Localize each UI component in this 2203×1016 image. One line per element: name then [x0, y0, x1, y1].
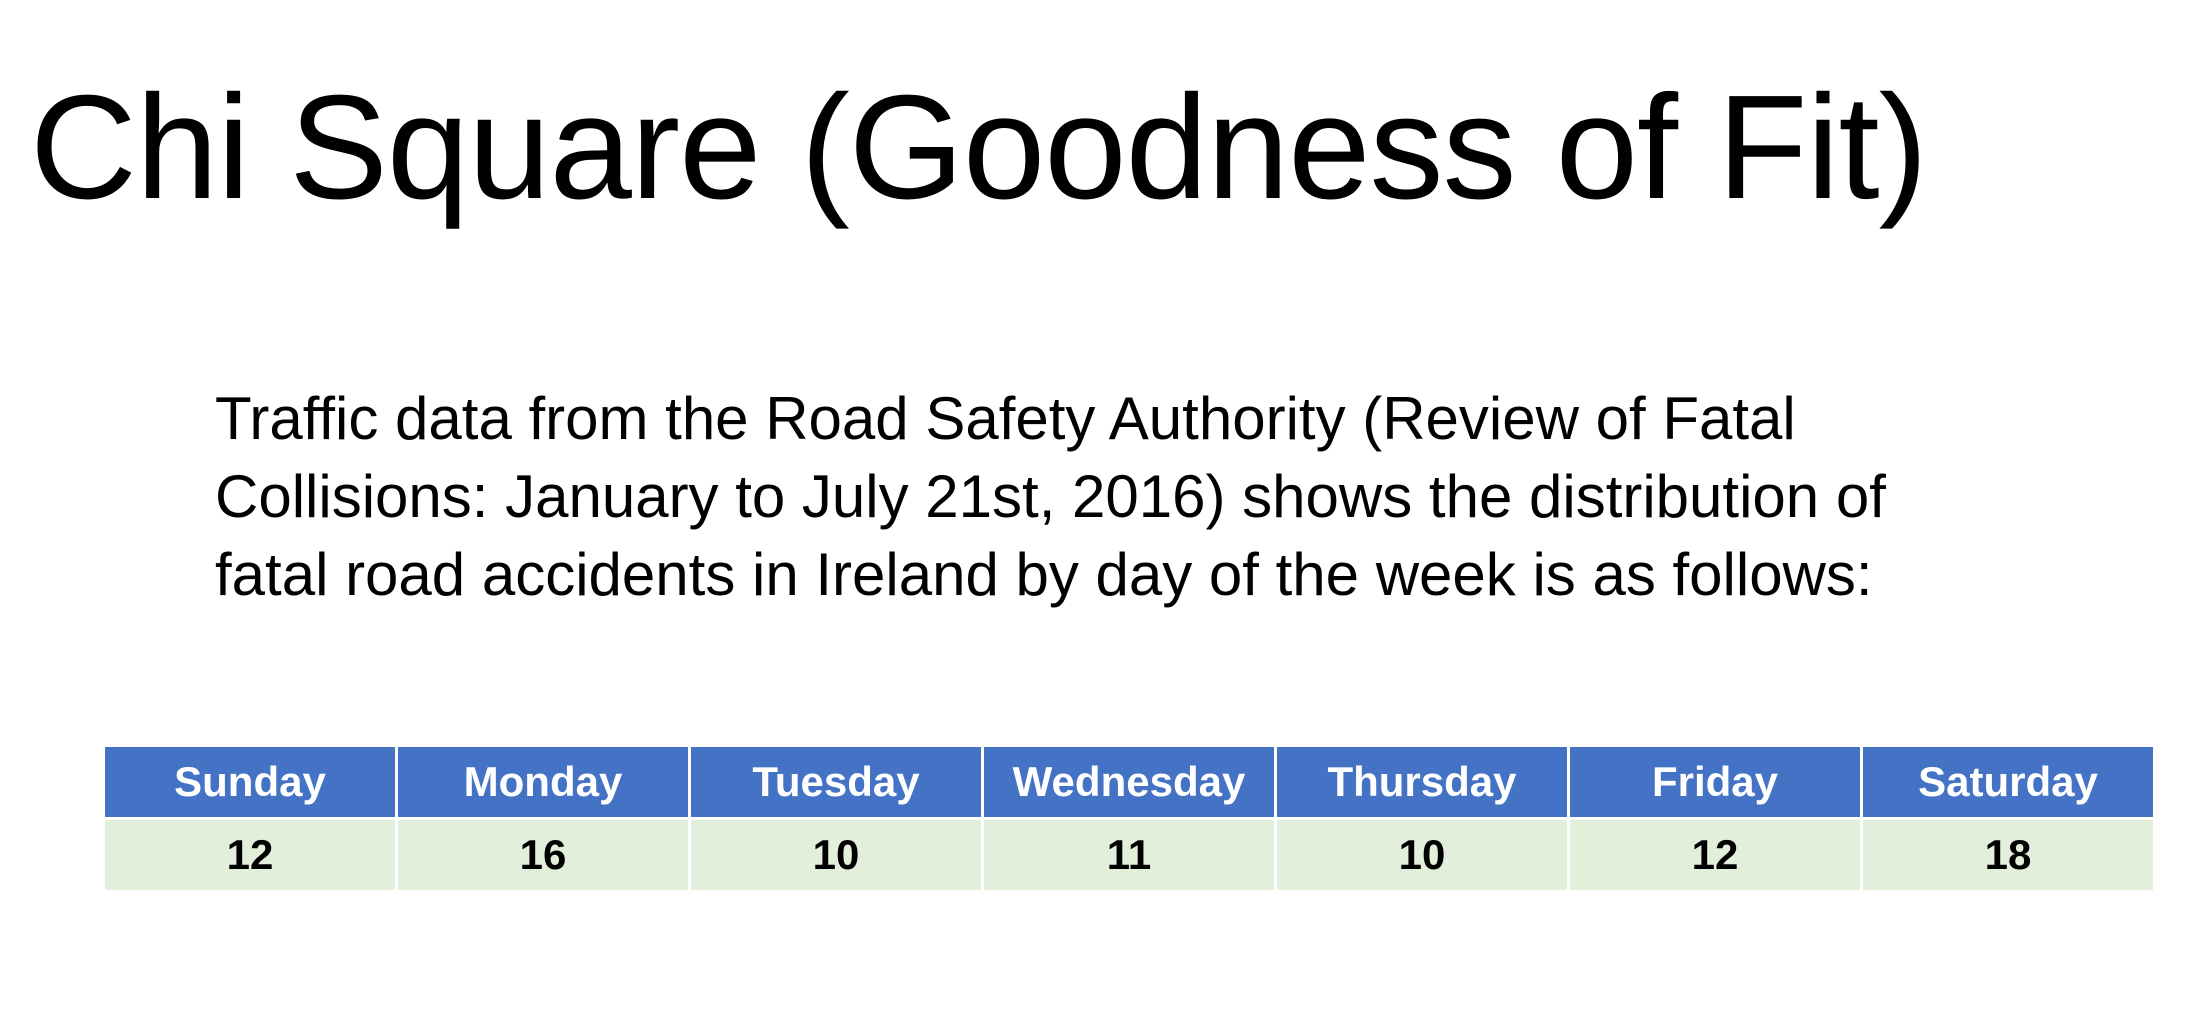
header-monday: Monday	[395, 744, 691, 820]
value-saturday: 18	[1860, 817, 2156, 893]
body-line: Traffic data from the Road Safety Author…	[215, 385, 1796, 452]
body-line: Collisions: January to July 21st, 2016) …	[215, 463, 1886, 530]
value-monday: 16	[395, 817, 691, 893]
header-saturday: Saturday	[1860, 744, 2156, 820]
body-line: fatal road accidents in Ireland by day o…	[215, 541, 1873, 608]
value-friday: 12	[1567, 817, 1863, 893]
header-friday: Friday	[1567, 744, 1863, 820]
table-row: 12 16 10 11 10 12 18	[102, 817, 2156, 893]
header-thursday: Thursday	[1274, 744, 1570, 820]
value-thursday: 10	[1274, 817, 1570, 893]
slide-body-text: Traffic data from the Road Safety Author…	[215, 380, 2115, 614]
accidents-by-day-table: Sunday Monday Tuesday Wednesday Thursday…	[102, 744, 2156, 893]
slide-title: Chi Square (Goodness of Fit)	[30, 65, 1928, 230]
value-sunday: 12	[102, 817, 398, 893]
header-wednesday: Wednesday	[981, 744, 1277, 820]
table-header-row: Sunday Monday Tuesday Wednesday Thursday…	[102, 744, 2156, 820]
value-tuesday: 10	[688, 817, 984, 893]
value-wednesday: 11	[981, 817, 1277, 893]
header-sunday: Sunday	[102, 744, 398, 820]
header-tuesday: Tuesday	[688, 744, 984, 820]
